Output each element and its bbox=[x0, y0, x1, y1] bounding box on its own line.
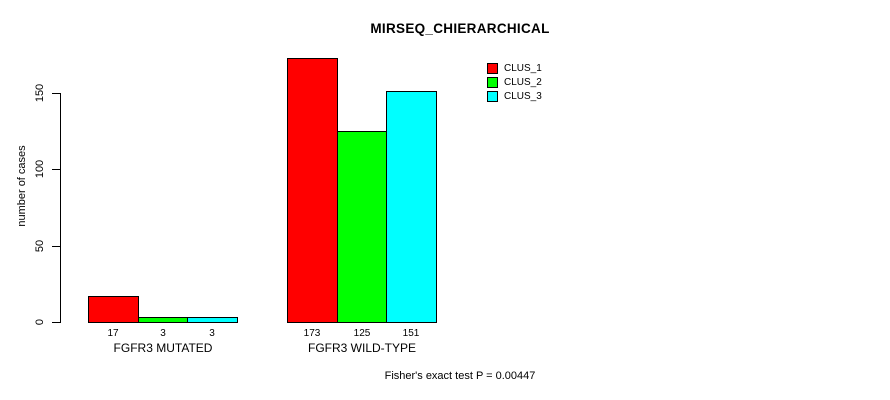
legend-item-clus_3: CLUS_3 bbox=[487, 89, 542, 103]
legend-label: CLUS_2 bbox=[504, 76, 542, 88]
y-tick-mark bbox=[52, 169, 60, 170]
y-axis-line bbox=[60, 93, 61, 323]
bar-value-label: 173 bbox=[303, 328, 321, 339]
legend-swatch-icon bbox=[487, 90, 498, 102]
bar-value-label: 3 bbox=[160, 328, 166, 339]
bar-clus_1-1 bbox=[88, 296, 139, 323]
bar-value-label: 125 bbox=[353, 328, 371, 339]
bar-clus_3-1 bbox=[187, 317, 238, 323]
y-tick-label: 150 bbox=[34, 83, 46, 103]
legend: CLUS_1 CLUS_2 CLUS_3 bbox=[487, 61, 542, 103]
y-tick-label: 50 bbox=[34, 239, 46, 253]
legend-swatch-icon bbox=[487, 62, 498, 74]
legend-label: CLUS_1 bbox=[504, 62, 542, 74]
y-tick-label: 0 bbox=[34, 318, 46, 326]
bar-clus_2-1 bbox=[138, 317, 189, 323]
legend-swatch-icon bbox=[487, 76, 498, 88]
bar-clus_2-2 bbox=[337, 131, 388, 323]
y-tick-mark bbox=[52, 322, 60, 323]
y-tick-mark bbox=[52, 246, 60, 247]
bar-value-label: 151 bbox=[402, 328, 420, 339]
y-tick-mark bbox=[52, 93, 60, 94]
bar-value-label: 17 bbox=[107, 328, 119, 339]
bar-clus_3-2 bbox=[386, 91, 437, 323]
y-tick-label: 100 bbox=[34, 159, 46, 179]
legend-item-clus_2: CLUS_2 bbox=[487, 75, 542, 89]
chart-title: MIRSEQ_CHIERARCHICAL bbox=[370, 21, 550, 36]
y-axis-label: number of cases bbox=[16, 145, 28, 227]
footnote: Fisher's exact test P = 0.00447 bbox=[384, 370, 536, 382]
category-label: FGFR3 MUTATED bbox=[113, 341, 213, 355]
category-label: FGFR3 WILD-TYPE bbox=[307, 341, 417, 355]
bar-clus_1-2 bbox=[287, 58, 338, 323]
legend-label: CLUS_3 bbox=[504, 90, 542, 102]
legend-item-clus_1: CLUS_1 bbox=[487, 61, 542, 75]
bar-value-label: 3 bbox=[209, 328, 215, 339]
